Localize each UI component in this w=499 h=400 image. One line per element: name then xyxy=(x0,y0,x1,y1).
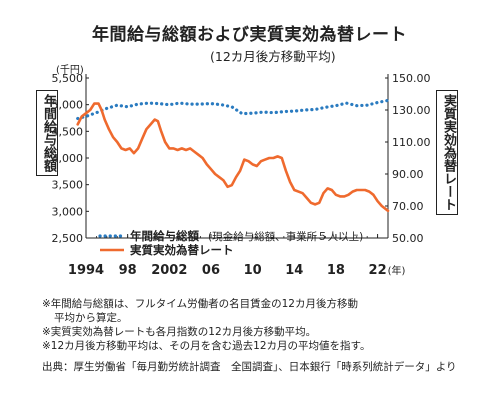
chart-series-layer xyxy=(76,98,390,213)
left-tick-label: 2,500 xyxy=(52,232,84,245)
x-tick-label: 06 xyxy=(202,263,220,278)
chart-svg: 5,500 5,000 4,500 4,000 3,500 3,000 2,500 150.0… xyxy=(52,72,431,278)
legend-label-wage: 年間給与総額 xyxy=(130,229,199,243)
x-tick-label: 10 xyxy=(244,263,262,278)
notes: ※年間給与総額は、フルタイム労働者の名目賃金の12カ月後方移動 平均から算定。 … xyxy=(42,297,472,353)
note-1-cont: 平均から算定。 xyxy=(54,312,128,324)
note-1: ※年間給与総額は、フルタイム労働者の名目賃金の12カ月後方移動 xyxy=(42,298,358,310)
left-tick-label: 3,500 xyxy=(52,179,84,192)
x-tick-label: 14 xyxy=(285,263,303,278)
page-subtitle: (12カ月後方移動平均) xyxy=(210,49,336,64)
page-title: 年間給与総額および実質実効為替レート xyxy=(92,25,407,45)
series-line-wage xyxy=(76,98,390,121)
x-tick-label: 1994 xyxy=(68,263,104,278)
x-axis-suffix: (年) xyxy=(388,264,406,277)
right-tick-label: 50.00 xyxy=(392,232,424,245)
left-tick-label: 5,000 xyxy=(52,99,84,112)
left-tick-label: 4,500 xyxy=(52,125,84,138)
x-tick-label: 18 xyxy=(327,263,345,278)
left-tick-label: 3,000 xyxy=(52,205,84,218)
x-tick-label: 22 xyxy=(369,263,387,278)
note-3: ※12カ月後方移動平均は、その月を含む過去12カ月の平均値を指す。 xyxy=(42,340,371,352)
legend-label-reer: 実質実効為替レート xyxy=(130,243,234,257)
left-axis-unit: (千円) xyxy=(56,65,84,76)
right-tick-label: 150.00 xyxy=(392,72,431,85)
source-text: 出典：厚生労働省「毎月勤労統計調査 全国調査」、日本銀行「時系列統計データ」より xyxy=(42,361,457,373)
series-line-reer xyxy=(76,102,390,213)
right-tick-label: 70.00 xyxy=(392,200,424,213)
right-tick-label: 90.00 xyxy=(392,168,424,181)
left-tick-label: 4,000 xyxy=(52,152,84,165)
x-tick-label: 98 xyxy=(119,263,137,278)
chart-axes: 5,500 5,000 4,500 4,000 3,500 3,000 2,500 150.0… xyxy=(52,72,431,278)
x-tick-label: 2002 xyxy=(151,263,187,278)
right-axis-label: 実質実効為替レート xyxy=(436,90,458,215)
left-tick-label: 5,500 xyxy=(52,72,84,85)
chart-legend: 年間給与総額 (現金給与総額、事業所５人以上)実質実効為替レート xyxy=(98,229,363,257)
right-tick-label: 110.00 xyxy=(392,136,431,149)
note-2: ※実質実効為替レートも各月指数の12カ月後方移動平均。 xyxy=(42,326,317,338)
legend-note-wage: (現金給与総額、事業所５人以上) xyxy=(208,230,363,243)
left-axis-label: 年間給与総額 xyxy=(36,90,58,176)
right-tick-label: 130.00 xyxy=(392,104,431,117)
